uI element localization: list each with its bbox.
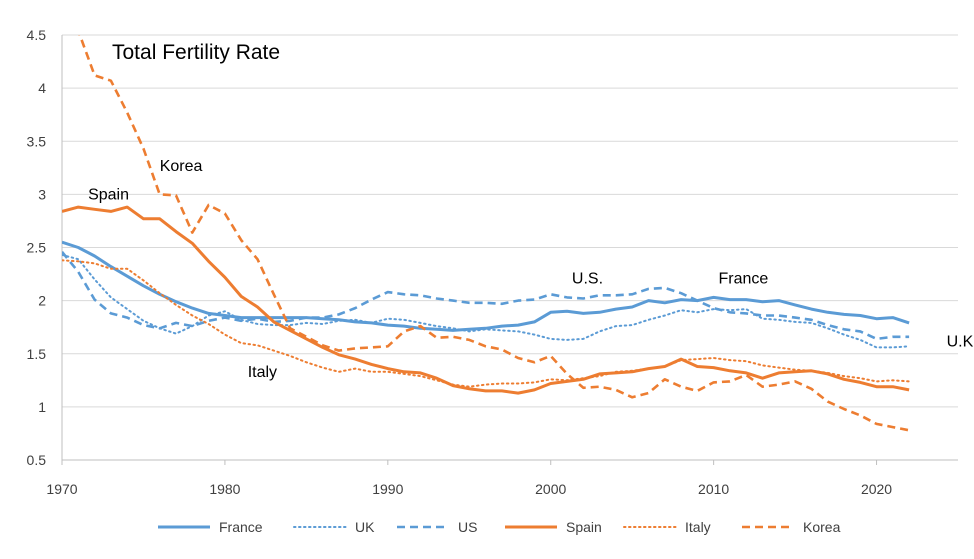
series-line-spain	[62, 205, 910, 395]
axes: 0.5 1 1.5 2 2.5 3 3.5 4 4.5 1970 1980 1990 2000 2010 2…	[27, 27, 958, 497]
legend-label-spain: Spain	[566, 519, 602, 535]
y-tick-label-1: 1	[38, 399, 46, 415]
annotation-u-k: U.K.	[947, 333, 974, 350]
gridlines	[62, 34, 958, 461]
x-tick-label-1980: 1980	[209, 481, 240, 497]
annotations: Korea Spain U.S. France Italy U.K.	[88, 158, 974, 381]
annotation-france: France	[719, 271, 769, 288]
x-tick-label-1970: 1970	[46, 481, 77, 497]
y-tick-label-4: 4	[38, 80, 46, 96]
y-tick-label-3-5: 3.5	[27, 133, 47, 149]
x-tick-label-2000: 2000	[535, 481, 566, 497]
series-line-italy	[62, 259, 911, 388]
annotation-korea: Korea	[160, 158, 203, 175]
series-lines	[62, 35, 911, 432]
series-line-korea	[78, 35, 910, 432]
y-tick-label-3: 3	[38, 186, 46, 202]
annotation-u-s: U.S.	[572, 271, 603, 288]
legend-label-italy: Italy	[685, 519, 711, 535]
x-tick-label-1990: 1990	[372, 481, 403, 497]
legend-label-korea: Korea	[803, 519, 841, 535]
legend-label-us: US	[458, 519, 477, 535]
y-tick-label-2-5: 2.5	[27, 240, 47, 256]
series-line-us	[62, 250, 910, 341]
x-tick-label-2010: 2010	[698, 481, 729, 497]
chart-title: Total Fertility Rate	[112, 41, 280, 64]
series-line-uk	[62, 253, 911, 349]
y-tick-label-4-5: 4.5	[27, 27, 47, 43]
x-tick-label-2020: 2020	[861, 481, 892, 497]
y-tick-label-2: 2	[38, 293, 46, 309]
series-line-france	[62, 240, 910, 332]
legend-label-france: France	[219, 519, 263, 535]
legend: France UK US Spain Italy Korea	[158, 519, 841, 535]
y-tick-label-1-5: 1.5	[27, 346, 47, 362]
annotation-spain: Spain	[88, 187, 129, 204]
annotation-italy: Italy	[248, 364, 277, 381]
legend-label-uk: UK	[355, 519, 375, 535]
y-tick-label-0-5: 0.5	[27, 452, 47, 468]
